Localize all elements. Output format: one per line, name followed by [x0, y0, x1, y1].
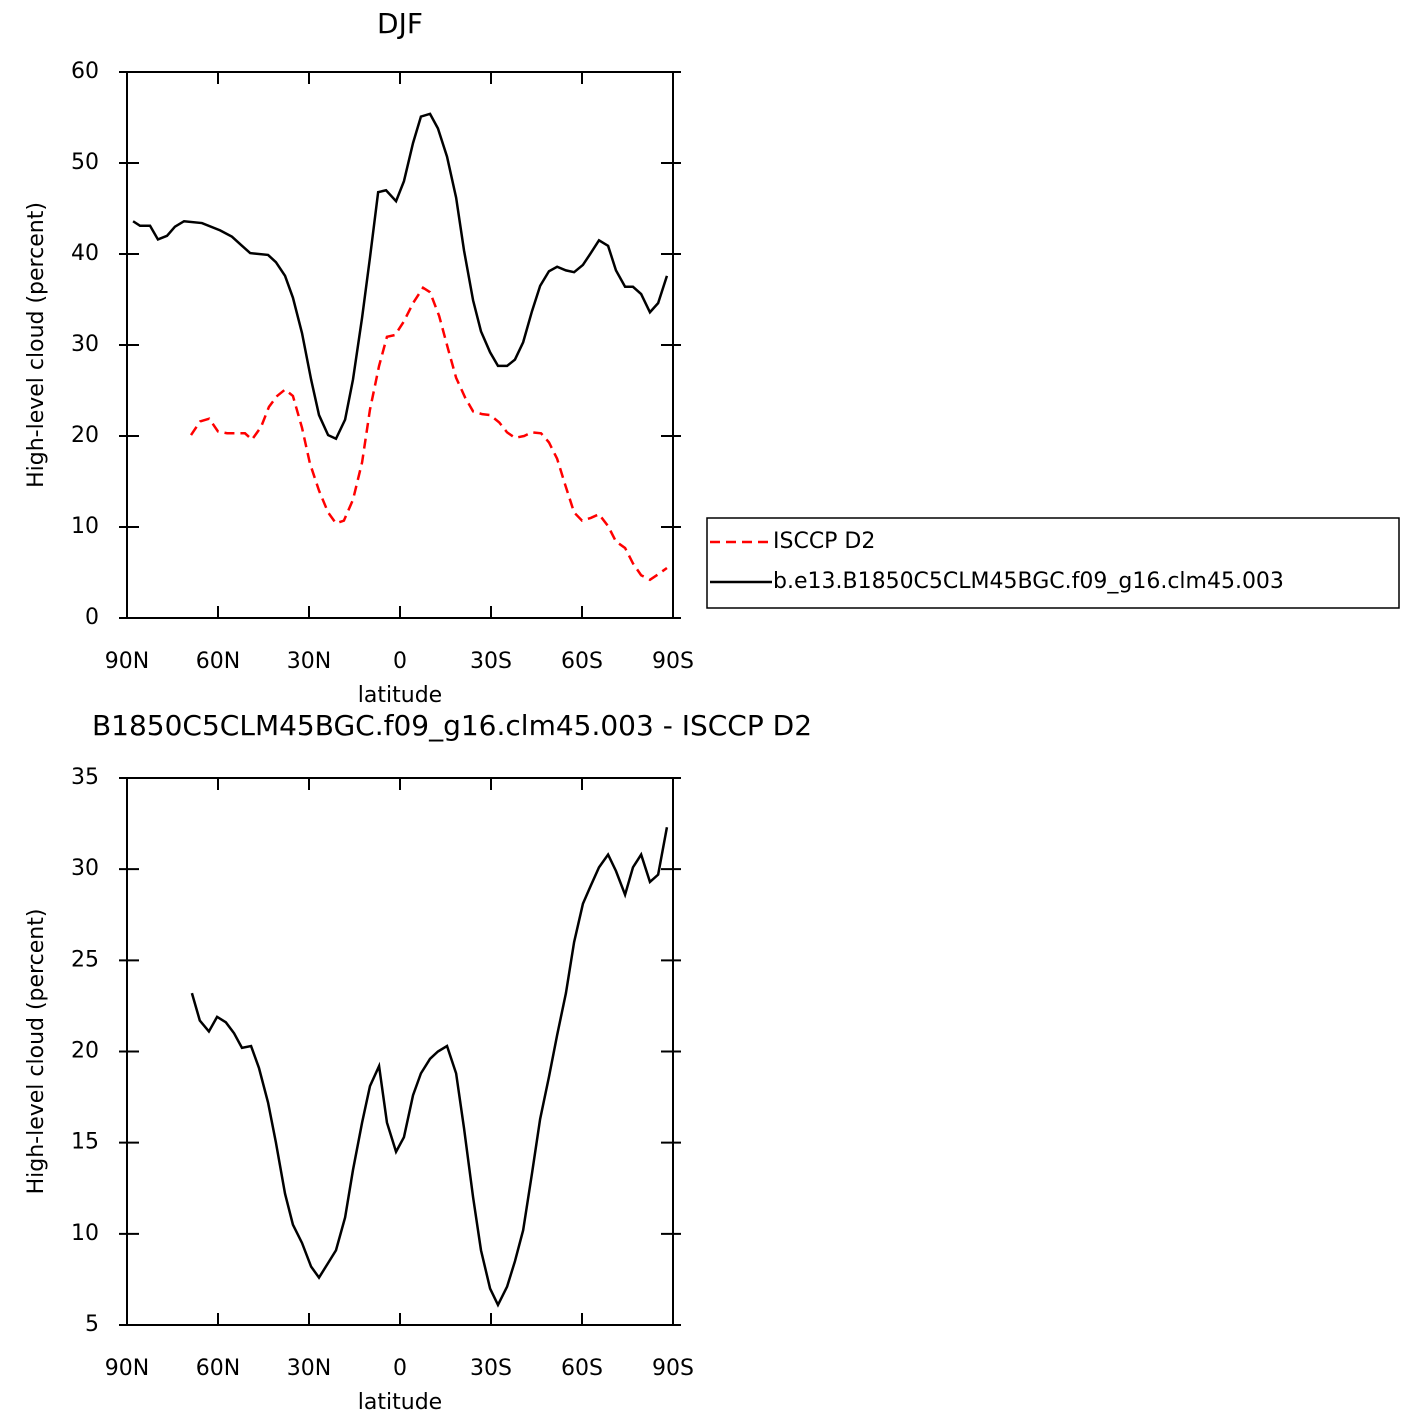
plot-frame [126, 71, 674, 619]
y-tick-label: 35 [71, 765, 99, 790]
x-tick-label: 90N [105, 1356, 149, 1381]
chart-title: B1850C5CLM45BGC.f09_g16.clm45.003 - ISCC… [92, 709, 812, 742]
x-tick-label: 60N [196, 1356, 240, 1381]
legend-box [706, 517, 1400, 609]
y-tick-label: 15 [71, 1130, 99, 1155]
y-axis-label: High-level cloud (percent) [24, 202, 49, 488]
x-tick-label: 90N [105, 649, 149, 674]
x-tick-label: 60N [196, 649, 240, 674]
y-tick-label: 25 [71, 947, 99, 972]
x-tick-label: 0 [393, 1356, 407, 1381]
y-axis-label: High-level cloud (percent) [24, 909, 49, 1195]
y-tick-label: 30 [71, 332, 99, 357]
x-tick-label: 30S [470, 1356, 512, 1381]
data-line [132, 112, 669, 441]
y-tick-label: 50 [71, 150, 99, 175]
x-tick-label: 60S [561, 649, 603, 674]
x-tick-label: 90S [652, 1356, 694, 1381]
x-tick-label: 0 [393, 649, 407, 674]
x-axis-label: latitude [358, 683, 442, 708]
y-tick-label: 20 [71, 423, 99, 448]
x-tick-label: 60S [561, 1356, 603, 1381]
x-tick-label: 30N [287, 649, 331, 674]
y-tick-label: 20 [71, 1039, 99, 1064]
legend-label: ISCCP D2 [773, 529, 875, 554]
x-tick-label: 90S [652, 649, 694, 674]
y-tick-label: 40 [71, 241, 99, 266]
plot-frame [126, 777, 674, 1326]
legend-label: b.e13.B1850C5CLM45BGC.f09_g16.clm45.003 [773, 569, 1284, 594]
y-tick-label: 5 [85, 1312, 99, 1337]
x-tick-label: 30N [287, 1356, 331, 1381]
data-line [190, 827, 669, 1308]
x-axis-label: latitude [358, 1390, 442, 1415]
y-tick-label: 10 [71, 514, 99, 539]
y-tick-label: 10 [71, 1221, 99, 1246]
y-tick-label: 60 [71, 59, 99, 84]
x-tick-label: 30S [470, 649, 512, 674]
chart-title: DJF [377, 7, 423, 40]
data-line [189, 285, 668, 582]
y-tick-label: 30 [71, 856, 99, 881]
y-tick-label: 0 [85, 605, 99, 630]
